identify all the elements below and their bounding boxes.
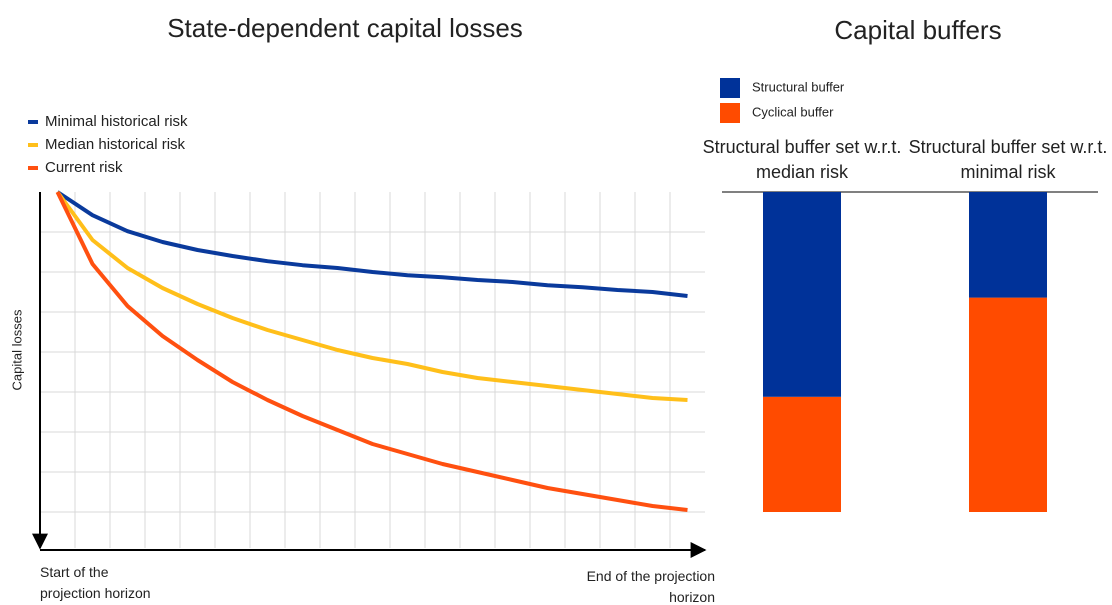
legend-label: Structural buffer <box>752 79 845 94</box>
line-series <box>56 190 688 298</box>
chart-title: State-dependent capital losses <box>167 13 523 43</box>
legend-label: Current risk <box>45 159 123 176</box>
y-axis-label: Capital losses <box>9 309 24 390</box>
bar-segment <box>969 297 1047 512</box>
bar-segment <box>763 192 841 397</box>
legend-swatch <box>720 78 740 98</box>
bar-segment <box>969 192 1047 298</box>
x-end-label: End of the projection horizon <box>586 568 715 605</box>
bar-segment <box>763 396 841 512</box>
legend-label: Cyclical buffer <box>752 104 834 119</box>
category-label: Structural buffer set w.r.t. minimal ris… <box>908 137 1108 182</box>
legend-swatch <box>720 103 740 123</box>
legend-label: Minimal historical risk <box>45 113 188 130</box>
line-series <box>55 190 688 402</box>
line-series <box>55 191 688 512</box>
category-label: Structural buffer set w.r.t. median risk <box>702 137 902 182</box>
legend-label: Median historical risk <box>45 136 186 153</box>
x-start-label: Start of the projection horizon <box>40 564 151 601</box>
chart-title: Capital buffers <box>834 15 1001 45</box>
